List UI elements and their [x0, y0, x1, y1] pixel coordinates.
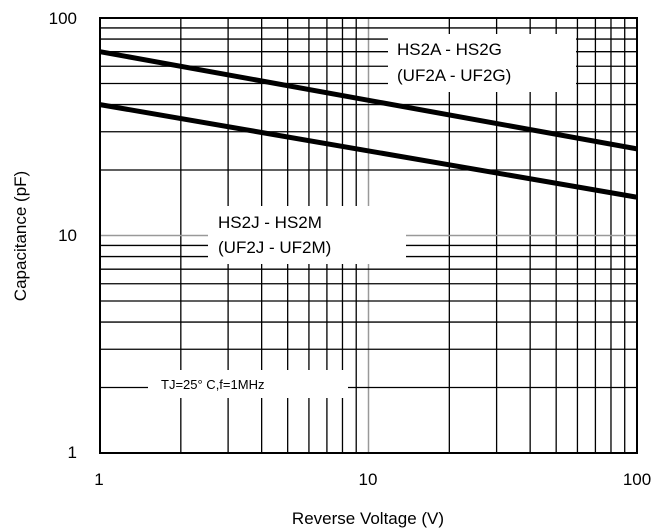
y-tick-label-0: 1 [68, 443, 77, 462]
series1-label-line2: (UF2A - UF2G) [397, 66, 511, 85]
series1-label-line1: HS2A - HS2G [397, 40, 502, 59]
series-lines [99, 49, 638, 200]
series2-label-line1: HS2J - HS2M [218, 213, 322, 232]
series2-label-line2: (UF2J - UF2M) [218, 238, 331, 257]
x-tick-label-2: 100 [623, 470, 651, 489]
y-axis-title: Capacitance (pF) [11, 171, 30, 301]
series2-label-box [208, 206, 406, 264]
series-line-1 [99, 49, 638, 152]
condition-label: TJ=25° C,f=1MHz [161, 377, 264, 392]
x-tick-label-1: 10 [359, 470, 378, 489]
y-tick-label-2: 100 [49, 9, 77, 28]
series1-label-box [388, 34, 576, 92]
plot-frame [99, 17, 638, 454]
condition-box [148, 370, 348, 398]
x-tick-label-0: 1 [94, 470, 103, 489]
y-tick-label-1: 10 [58, 226, 77, 245]
series-line-2 [99, 102, 638, 200]
x-axis-title: Reverse Voltage (V) [292, 509, 444, 528]
